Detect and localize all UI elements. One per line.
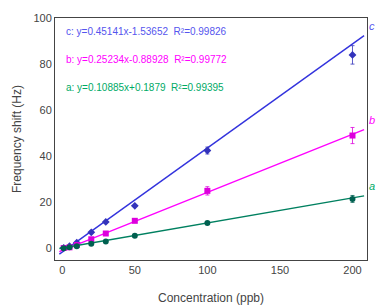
svg-text:60: 60 bbox=[40, 104, 52, 116]
svg-text:0: 0 bbox=[46, 242, 52, 254]
svg-text:50: 50 bbox=[129, 264, 141, 276]
svg-text:150: 150 bbox=[271, 264, 289, 276]
svg-text:a: y=0.10885x+0.1879 R²=0.993: a: y=0.10885x+0.1879 R²=0.99395 bbox=[66, 82, 224, 93]
svg-text:b: b bbox=[369, 114, 375, 126]
svg-text:b: y=0.25234x-0.88928 R²=0.99: b: y=0.25234x-0.88928 R²=0.99772 bbox=[66, 54, 227, 65]
svg-text:0: 0 bbox=[59, 264, 65, 276]
svg-text:20: 20 bbox=[40, 196, 52, 208]
svg-text:Frequency shift (Hz): Frequency shift (Hz) bbox=[10, 85, 24, 193]
svg-text:100: 100 bbox=[33, 12, 51, 24]
svg-text:100: 100 bbox=[198, 264, 216, 276]
svg-text:40: 40 bbox=[40, 150, 52, 162]
svg-text:a: a bbox=[369, 180, 375, 192]
svg-text:c: y=0.45141x-1.53652 R²=0.99: c: y=0.45141x-1.53652 R²=0.99826 bbox=[66, 26, 227, 37]
svg-text:Concentration (ppb): Concentration (ppb) bbox=[158, 291, 264, 305]
svg-text:c: c bbox=[369, 20, 375, 32]
svg-text:200: 200 bbox=[343, 264, 361, 276]
svg-text:80: 80 bbox=[40, 58, 52, 70]
